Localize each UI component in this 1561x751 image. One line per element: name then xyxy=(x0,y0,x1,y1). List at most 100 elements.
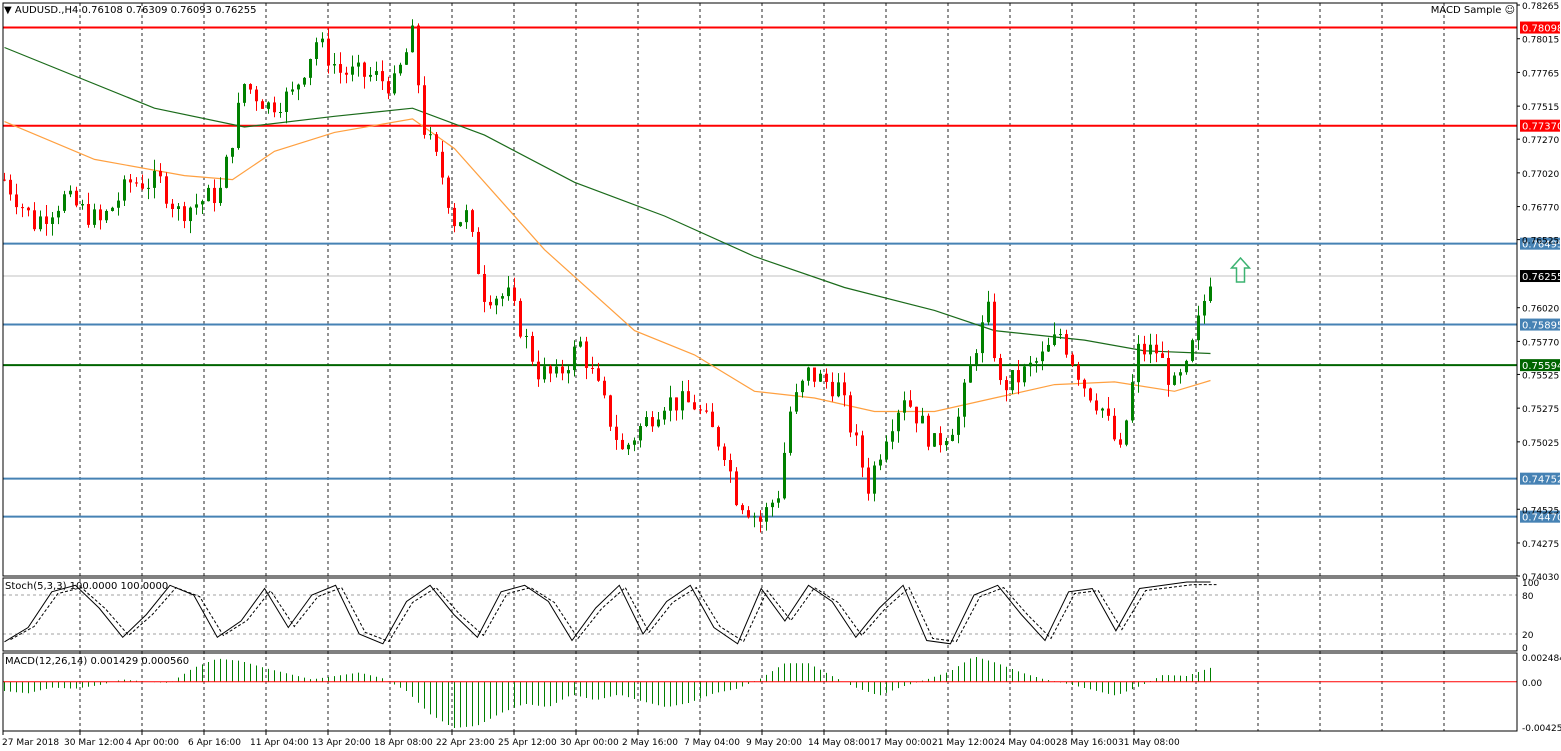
candle-body xyxy=(1029,362,1032,367)
candle-body xyxy=(1035,361,1038,363)
candle-body xyxy=(1209,286,1212,301)
price-tick-label: 0.74275 xyxy=(1522,540,1559,550)
candle-body xyxy=(363,62,366,77)
candle-body xyxy=(933,433,936,447)
candle-body xyxy=(741,505,744,511)
time-tick-label: 18 Apr 08:00 xyxy=(374,738,433,748)
price-level-label: 0.74470 xyxy=(1522,513,1561,524)
candle-body xyxy=(831,381,834,397)
stoch-title: Stoch(5,3,3) 100.0000 100.0000 xyxy=(5,581,169,592)
candle-body xyxy=(1203,300,1206,316)
price-tick-label: 0.78265 xyxy=(1522,2,1559,12)
price-tick-label: 0.76770 xyxy=(1522,204,1559,214)
macd-tick-label: 0.00 xyxy=(1522,679,1542,689)
stoch-tick-label: 0 xyxy=(1522,644,1528,654)
candle-body xyxy=(99,209,102,221)
candle-body xyxy=(627,444,630,450)
candle-body xyxy=(315,42,318,59)
macd-pane xyxy=(3,657,1517,728)
candle-body xyxy=(855,432,858,436)
time-tick-label: 21 May 12:00 xyxy=(932,738,994,748)
candle-body xyxy=(1173,375,1176,385)
candle-body xyxy=(771,502,774,508)
price-level-tag xyxy=(1520,318,1560,331)
candle-body xyxy=(939,433,942,446)
stochastic-pane xyxy=(3,581,1517,645)
candle-body xyxy=(1071,354,1074,366)
candle-body xyxy=(1023,366,1026,383)
candle-body xyxy=(621,439,624,450)
candle-body xyxy=(279,112,282,114)
candle-body xyxy=(585,341,588,368)
time-tick-label: 11 Apr 04:00 xyxy=(250,738,309,748)
candle-body xyxy=(543,366,546,380)
candle-body xyxy=(1005,380,1008,391)
candle-body xyxy=(873,465,876,494)
candle-body xyxy=(1011,370,1014,391)
candle-body xyxy=(735,471,738,506)
candle-body xyxy=(663,410,666,420)
candle-body xyxy=(369,74,372,77)
time-tick-label: 27 Mar 2018 xyxy=(2,738,59,748)
candle-body xyxy=(1065,334,1068,355)
indicator-name: MACD Sample xyxy=(1430,5,1502,16)
candle-body xyxy=(699,409,702,411)
candle-body xyxy=(819,373,822,382)
candle-body xyxy=(1119,439,1122,445)
candle-body xyxy=(1017,370,1020,383)
candle-body xyxy=(789,411,792,453)
candle-body xyxy=(93,209,96,225)
moving-average-line xyxy=(4,46,1211,355)
candle-body xyxy=(1125,420,1128,445)
stoch-tick-label: 100 xyxy=(1522,579,1539,589)
time-tick-label: 9 May 20:00 xyxy=(746,738,802,748)
candle-body xyxy=(705,410,708,412)
candle-body xyxy=(1053,334,1056,345)
candle-body xyxy=(1197,315,1200,341)
current-price-label: 0.76255 xyxy=(1522,272,1561,283)
candle-body xyxy=(153,170,156,188)
candle-body xyxy=(471,210,474,232)
candle-body xyxy=(597,368,600,381)
candle-body xyxy=(459,222,462,227)
candle-body xyxy=(1083,379,1086,389)
moving-average-line xyxy=(4,118,1211,413)
candle-body xyxy=(381,71,384,82)
candle-body xyxy=(63,194,66,211)
candle-body xyxy=(549,366,552,374)
price-tick-label: 0.75525 xyxy=(1522,371,1559,381)
candle-body xyxy=(51,217,54,224)
candle-body xyxy=(69,190,72,195)
candle-body xyxy=(807,367,810,381)
stoch-main-line xyxy=(4,581,1211,645)
indicator-name-row: MACD Sample ☺ xyxy=(1431,5,1515,16)
dropdown-triangle-icon[interactable]: ▼ xyxy=(4,5,12,16)
candle-body xyxy=(285,91,288,113)
candle-body xyxy=(1095,400,1098,411)
candle-body xyxy=(723,446,726,461)
candle-body xyxy=(609,395,612,427)
candle-body xyxy=(21,207,24,209)
candle-body xyxy=(1131,382,1134,421)
candle-body xyxy=(225,156,228,188)
candle-body xyxy=(435,134,438,152)
grid-lines xyxy=(79,3,1445,731)
candle-body xyxy=(711,411,714,428)
price-level-label: 0.74752 xyxy=(1522,475,1561,486)
price-level-tag xyxy=(1520,472,1560,485)
candle-body xyxy=(573,346,576,371)
time-tick-label: 31 May 08:00 xyxy=(1118,738,1180,748)
candle-body xyxy=(645,417,648,427)
candle-body xyxy=(1089,388,1092,401)
candle-body xyxy=(639,426,642,441)
ohlc-quote: 0.76108 0.76309 0.76093 0.76255 xyxy=(81,5,257,16)
candle-body xyxy=(867,467,870,494)
candle-body xyxy=(615,426,618,440)
symbol-title-row: ▼ AUDUSD.,H4 0.76108 0.76309 0.76093 0.7… xyxy=(4,5,257,16)
candle-body xyxy=(357,62,360,67)
candle-body xyxy=(963,382,966,417)
candle-body xyxy=(489,301,492,306)
candle-body xyxy=(1149,344,1152,355)
candle-body xyxy=(237,102,240,148)
price-level-tag xyxy=(1520,510,1560,523)
